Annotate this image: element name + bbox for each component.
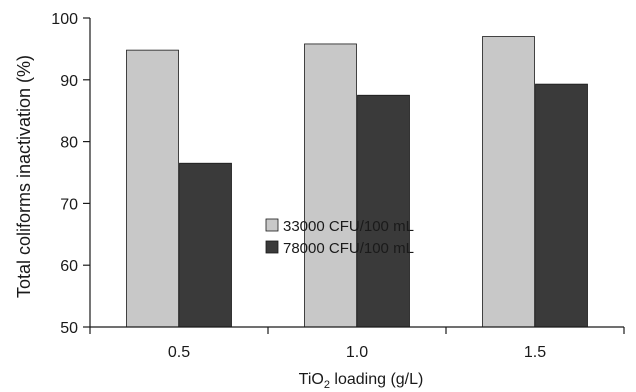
bar-series-1-1.0	[304, 43, 357, 328]
legend: 33000 CFU/100 mL 78000 CFU/100 mL	[265, 218, 414, 257]
legend-label-2: 78000 CFU/100 mL	[283, 240, 414, 257]
x-tick-label: 0.5	[168, 344, 190, 361]
y-tick-label: 60	[60, 258, 78, 275]
bar-series-2-1.0	[357, 94, 410, 328]
y-tick-label: 90	[60, 73, 78, 90]
legend-label-1: 33000 CFU/100 mL	[283, 218, 414, 235]
bar-series-2-1.5	[535, 83, 588, 328]
y-tick-label: 70	[60, 196, 78, 213]
x-axis-label-prefix: TiO	[299, 371, 324, 388]
y-tick-label: 100	[51, 11, 78, 28]
y-tick-label: 80	[60, 135, 78, 152]
x-axis-label: TiO2 loading (g/L)	[299, 371, 424, 391]
legend-swatch-1	[265, 218, 279, 232]
axes	[89, 18, 624, 328]
y-ticks: 50 60 70 80 90 100	[51, 11, 90, 337]
bar-series-2-0.5	[179, 162, 232, 328]
bars	[126, 36, 588, 328]
x-axis-label-subscript: 2	[324, 379, 330, 391]
x-tick-label: 1.5	[524, 344, 546, 361]
x-ticks: 0.5 1.0 1.5	[89, 327, 625, 361]
y-axis-label: Total coliforms inactivation (%)	[14, 55, 34, 298]
bar-series-1-0.5	[126, 49, 179, 328]
y-tick-label: 50	[60, 320, 78, 337]
x-tick-label: 1.0	[346, 344, 368, 361]
bar-series-1-1.5	[482, 36, 535, 328]
legend-swatch-2	[265, 240, 279, 254]
x-axis-label-suffix: loading (g/L)	[330, 371, 423, 388]
